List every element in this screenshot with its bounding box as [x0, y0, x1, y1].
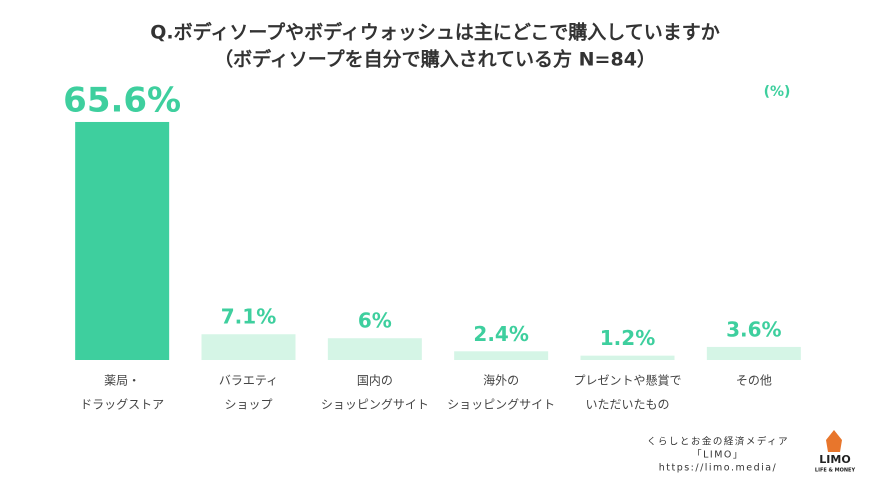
x-tick-label: ドラッグストア [80, 398, 164, 412]
value-label: 1.2% [600, 326, 655, 350]
x-tick-label: ショップ [224, 398, 272, 412]
bar [201, 334, 296, 360]
logo-sub: LIFE & MONEY [815, 468, 856, 474]
x-tick-label: 海外の [483, 373, 519, 388]
chart-subtitle: （ボディソープを自分で購入されている方 N=84） [214, 48, 656, 71]
unit-label: (%) [764, 84, 791, 100]
x-tick-label: 薬局・ [104, 374, 140, 388]
footer-brand: 「LIMO」 [692, 450, 744, 461]
footer-tagline: くらしとお金の経済メディア [647, 436, 789, 448]
bar [75, 121, 170, 360]
value-label: 2.4% [473, 322, 528, 346]
x-tick-label: バラエティ [219, 374, 278, 388]
value-label: 6% [358, 309, 392, 333]
x-tick-label: プレゼントや懸賞で [573, 374, 681, 388]
bar [580, 355, 675, 360]
chart-title: Q.ボディソープやボディウォッシュは主にどこで購入していますか [150, 21, 719, 44]
logo-icon [826, 430, 842, 452]
x-tick-label: ショッピングサイト [447, 398, 555, 412]
value-label: 3.6% [726, 317, 781, 341]
footer-url: https://limo.media/ [659, 463, 778, 474]
x-tick-label: 国内の [357, 374, 393, 388]
x-tick-label: いただいたもの [585, 398, 669, 412]
bar [327, 338, 422, 360]
bar [706, 346, 801, 360]
x-tick-label: ショッピングサイト [321, 398, 429, 412]
bar [454, 351, 549, 360]
value-label: 65.6% [63, 80, 181, 120]
x-tick-label: その他 [736, 374, 772, 388]
logo: LIMO [819, 453, 850, 466]
value-label: 7.1% [221, 305, 276, 329]
